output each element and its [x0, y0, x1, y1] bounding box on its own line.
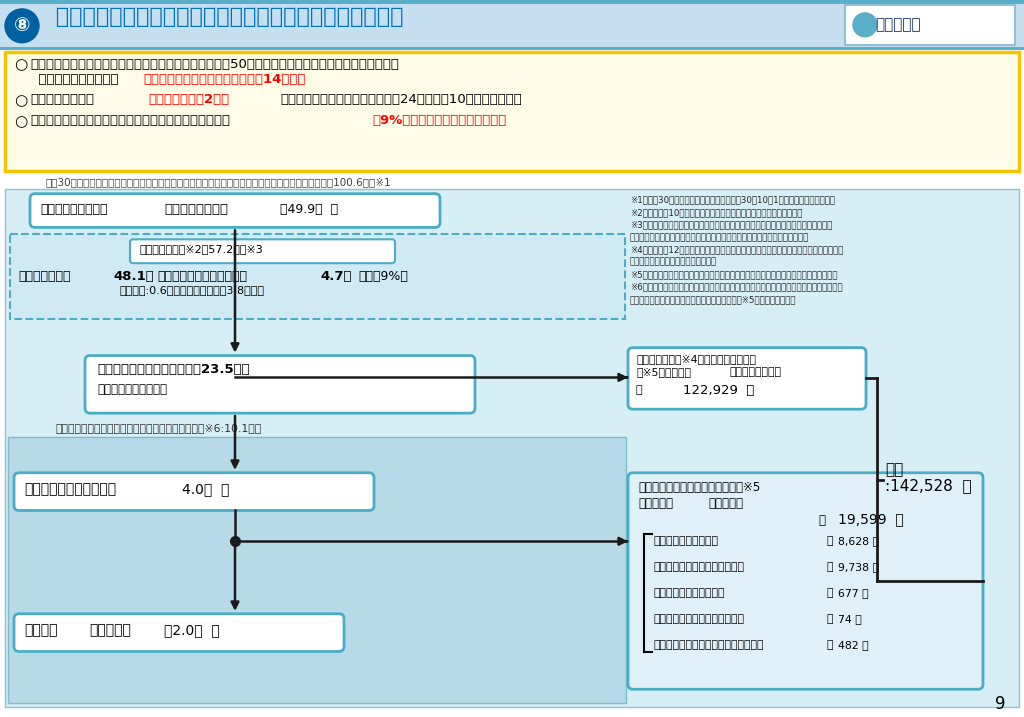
Text: 空家法等に基づく管理不全の空き家等に対する措置の状況: 空家法等に基づく管理不全の空き家等に対する措置の状況: [48, 7, 403, 27]
Text: ※5）除却以外に修繕、繁茂した助木の伐採、改修による利活用、適切な管理等を含む。: ※5）除却以外に修繕、繁茂した助木の伐採、改修による利活用、適切な管理等を含む。: [630, 270, 838, 279]
Text: 74 件: 74 件: [838, 614, 862, 624]
Text: 管理不全の空き家: 管理不全の空き家: [729, 368, 781, 377]
Text: ※3）市区町村内の全ての空き家や通知があった全ての空き家について探索している市: ※3）市区町村内の全ての空き家や通知があった全ての空き家について探索している市: [630, 221, 833, 229]
Text: ：: ：: [818, 515, 825, 528]
Text: 国土交通省: 国土交通省: [874, 17, 921, 32]
Text: ※4）空家法第12条に基づく助言等、空き家条例に基づく助言・指導や勧告等、任意の行: ※4）空家法第12条に基づく助言等、空き家条例に基づく助言・指導や勧告等、任意の…: [630, 245, 844, 255]
FancyBboxPatch shape: [14, 473, 374, 511]
FancyBboxPatch shape: [30, 194, 440, 227]
Text: 、その他の管理不全の空き家は約24万戸、約10万戸は状況不明: 、その他の管理不全の空き家は約24万戸、約10万戸は状況不明: [280, 93, 522, 106]
Text: ・助言・指導後、勧告に至る前: ・助言・指導後、勧告に至る前: [653, 562, 744, 572]
Text: ○: ○: [14, 93, 28, 108]
Text: 677 件: 677 件: [838, 588, 868, 598]
Bar: [0, 0, 1024, 4]
Text: 48.1万: 48.1万: [113, 270, 154, 283]
Text: ○: ○: [14, 114, 28, 129]
Text: 特定空家等: 特定空家等: [89, 624, 131, 637]
Text: が市区町村の取組により、自ら除却や修繕等※5を行ったもの等。: が市区町村の取組により、自ら除却や修繕等※5を行ったもの等。: [630, 295, 797, 304]
FancyBboxPatch shape: [130, 239, 395, 263]
Text: がなされた: がなされた: [638, 497, 673, 510]
Text: 約9%が所有者が判明していない。: 約9%が所有者が判明していない。: [372, 114, 506, 127]
Text: （探索中:0.6万件、探索未実施：3.8万件）: （探索中:0.6万件、探索未実施：3.8万件）: [120, 285, 265, 295]
Text: ⑧: ⑧: [13, 16, 31, 35]
Text: 4.0万  件: 4.0万 件: [182, 483, 229, 497]
Bar: [5, 52, 1019, 171]
Text: 合計: 合計: [885, 462, 903, 477]
Text: 482 件: 482 件: [838, 640, 868, 650]
Text: 等※5がなされた: 等※5がなされた: [636, 368, 691, 377]
Text: ※1）平成30年度住宅・土地統計調査（平成30年10月1日時点）による統計値。: ※1）平成30年度住宅・土地統計調査（平成30年10月1日時点）による統計値。: [630, 196, 835, 204]
Text: 管理不全の空き家: 管理不全の空き家: [164, 203, 228, 216]
Text: 件、所有者不明の物件数：: 件、所有者不明の物件数：: [157, 270, 247, 283]
Text: ：49.9万  件: ：49.9万 件: [280, 203, 338, 216]
Text: ・命令後、行政代執行に至る前: ・命令後、行政代執行に至る前: [653, 614, 744, 624]
Text: 19,599  件: 19,599 件: [838, 513, 904, 526]
FancyBboxPatch shape: [14, 614, 344, 652]
Text: ○: ○: [14, 57, 28, 72]
Text: ・勧告後、命令に至る前: ・勧告後、命令に至る前: [653, 588, 725, 598]
Text: 現存する: 現存する: [24, 624, 57, 637]
Text: ：2.0万  件: ：2.0万 件: [164, 624, 220, 637]
FancyBboxPatch shape: [85, 356, 475, 413]
Text: 空家法の措置により除却や修繕等※5: 空家法の措置により除却や修繕等※5: [638, 480, 760, 494]
Text: 平成30年度住宅・土地統計調査による「その他空き家」のうち「腐朽・破損あり」（＝管理不全）：100.6万戸※1: 平成30年度住宅・土地統計調査による「その他空き家」のうち「腐朽・破損あり」（＝…: [45, 177, 390, 187]
FancyBboxPatch shape: [628, 348, 866, 409]
Text: ：: ：: [636, 385, 643, 395]
Text: ・助言・指導に至る前: ・助言・指導に至る前: [653, 536, 718, 546]
Text: ・代執行（行政代執行＋略式代執行）: ・代執行（行政代執行＋略式代執行）: [653, 640, 764, 650]
Text: 所有者を特定：: 所有者を特定：: [18, 270, 71, 283]
Text: 4.7万: 4.7万: [319, 270, 351, 283]
Text: 件（約9%）: 件（約9%）: [358, 270, 408, 283]
Text: ：: ：: [826, 588, 833, 598]
FancyBboxPatch shape: [628, 473, 983, 689]
Text: 政指導、除却・改修等への補助。: 政指導、除却・改修等への補助。: [630, 257, 717, 267]
Text: 9: 9: [994, 695, 1006, 713]
Text: 市区町村がこれまで把握した管理不全の空き家は累計約50万戸。うち、空家法に基づく措置や市区町: 市区町村がこれまで把握した管理不全の空き家は累計約50万戸。うち、空家法に基づく…: [30, 57, 399, 70]
Text: 特定空家等として把握：: 特定空家等として把握：: [24, 483, 116, 497]
Text: 区町村があるため、結果として適切に管理が行われていた空き家を含む。: 区町村があるため、結果として適切に管理が行われていた空き家を含む。: [630, 233, 809, 242]
Text: ※6）軽微な管理不全のため市区町村がその後のフォローを行っていないものや、所有者等: ※6）軽微な管理不全のため市区町村がその後のフォローを行っていないものや、所有者…: [630, 282, 843, 292]
Text: 現在、市区町村が状況を把握できていない空き家等※6:10.1万件: 現在、市区町村が状況を把握できていない空き家等※6:10.1万件: [55, 423, 261, 433]
Text: 所有者特定事務※2：57.2万件※3: 所有者特定事務※2：57.2万件※3: [140, 244, 264, 255]
Text: 特定空家等は約2万戸: 特定空家等は約2万戸: [148, 93, 229, 106]
Bar: [0, 0, 1024, 49]
Text: 8,628 件: 8,628 件: [838, 536, 879, 546]
Text: 特定空家等: 特定空家等: [708, 497, 743, 510]
Bar: [10, 234, 625, 319]
Text: 除却や修繕等がなされた空き家は14万戸。: 除却や修繕等がなされた空き家は14万戸。: [143, 72, 305, 85]
Text: 現存する管理不全の空き家：23.5万件: 現存する管理不全の空き家：23.5万件: [97, 364, 250, 376]
Text: ※2）空家法第10条に基づく空家等の所有者等に関する情報の利用等。: ※2）空家法第10条に基づく空家等の所有者等に関する情報の利用等。: [630, 208, 803, 217]
Text: ：: ：: [826, 640, 833, 650]
Text: 122,929  件: 122,929 件: [683, 384, 755, 397]
Bar: [8, 437, 626, 703]
Text: 現存する空家法の: 現存する空家法の: [30, 93, 94, 106]
Circle shape: [853, 13, 877, 37]
Text: ：: ：: [826, 562, 833, 572]
Text: ：: ：: [826, 614, 833, 624]
Text: :142,528  件: :142,528 件: [885, 478, 972, 493]
Text: （特定空家等を除く）: （特定空家等を除く）: [97, 384, 167, 397]
Text: 市区町村が把握した: 市区町村が把握した: [40, 203, 108, 216]
Text: 市区町村の取組※4により除却や修繕、: 市区町村の取組※4により除却や修繕、: [636, 353, 756, 364]
Bar: [5, 189, 1019, 707]
Circle shape: [5, 9, 39, 43]
Text: 村による対策により、: 村による対策により、: [30, 72, 119, 85]
Text: 市区町村により所有者特定事務が行われたもののうち、: 市区町村により所有者特定事務が行われたもののうち、: [30, 114, 230, 127]
Bar: [845, 5, 1015, 44]
Text: ：: ：: [826, 536, 833, 546]
Text: 9,738 件: 9,738 件: [838, 562, 879, 572]
Bar: [0, 47, 1024, 49]
